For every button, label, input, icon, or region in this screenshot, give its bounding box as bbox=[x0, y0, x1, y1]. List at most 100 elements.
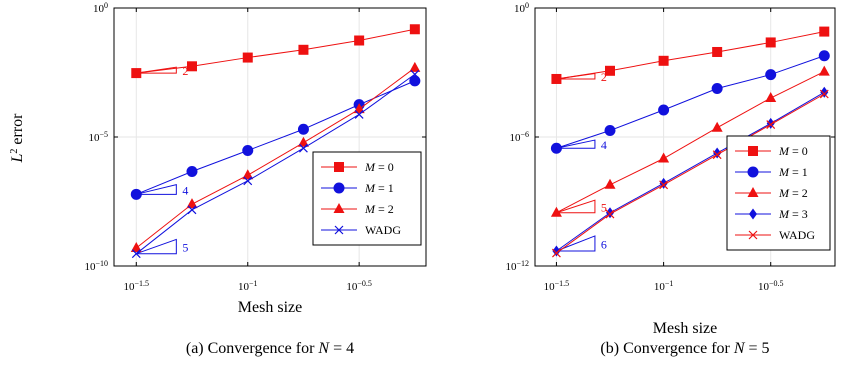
slope-label: 4 bbox=[182, 183, 188, 197]
data-point bbox=[409, 75, 421, 87]
data-point bbox=[765, 37, 776, 48]
slope-triangle bbox=[556, 235, 596, 252]
data-point bbox=[550, 206, 562, 217]
legend-label: M = 0 bbox=[364, 160, 394, 174]
series-line bbox=[556, 31, 825, 80]
series bbox=[131, 24, 420, 79]
series-line bbox=[556, 55, 825, 149]
data-point bbox=[658, 104, 670, 116]
data-point bbox=[299, 143, 308, 153]
data-point bbox=[766, 120, 776, 129]
y-tick-label: 100 bbox=[93, 1, 108, 16]
slope-label: 2 bbox=[601, 70, 607, 84]
x-axis-label: Mesh size bbox=[653, 320, 717, 337]
data-point bbox=[186, 61, 197, 72]
data-point bbox=[242, 144, 254, 156]
legend-label: WADG bbox=[365, 223, 401, 237]
legend-entry: M = 0 bbox=[321, 160, 394, 174]
slope-triangle bbox=[136, 238, 177, 255]
x-tick-label: 10−0.5 bbox=[758, 279, 784, 294]
series-line bbox=[556, 71, 825, 214]
data-point bbox=[243, 176, 253, 186]
series-line bbox=[556, 91, 825, 252]
data-point bbox=[552, 245, 561, 257]
x-tick-label: 10−1.5 bbox=[544, 279, 570, 294]
slope-label: 4 bbox=[601, 138, 607, 152]
data-point bbox=[819, 26, 830, 37]
legend-entry: M = 2 bbox=[321, 202, 394, 216]
data-point bbox=[131, 68, 142, 79]
y-tick-label: 10−5 bbox=[88, 130, 108, 145]
x-tick-label: 10−1 bbox=[654, 279, 674, 294]
data-point bbox=[242, 169, 254, 180]
data-point bbox=[130, 241, 142, 252]
data-point bbox=[766, 117, 775, 129]
data-point bbox=[186, 198, 198, 209]
data-point bbox=[550, 142, 562, 154]
legend-marker bbox=[747, 166, 759, 178]
data-point bbox=[604, 125, 616, 137]
legend-entry: WADG bbox=[321, 223, 401, 237]
legend-marker bbox=[334, 162, 344, 172]
data-point bbox=[551, 73, 562, 84]
legend-label: M = 2 bbox=[778, 186, 808, 200]
slope-label: 5 bbox=[601, 200, 607, 214]
slope-triangle bbox=[136, 183, 177, 195]
legend-marker bbox=[748, 230, 758, 240]
data-point bbox=[711, 121, 723, 132]
x-tick-label: 10−1 bbox=[238, 279, 258, 294]
legend-entry: M = 1 bbox=[321, 181, 394, 195]
legend-label: M = 2 bbox=[364, 202, 394, 216]
series bbox=[131, 69, 420, 259]
data-point bbox=[298, 44, 309, 55]
legend-marker bbox=[334, 225, 344, 235]
data-point bbox=[604, 178, 616, 189]
series bbox=[552, 89, 829, 258]
slope-triangle bbox=[136, 66, 177, 74]
data-point bbox=[819, 89, 829, 99]
y-tick-label: 10−10 bbox=[84, 259, 108, 274]
legend-marker bbox=[747, 187, 759, 197]
data-point bbox=[354, 35, 365, 46]
slope-label: 5 bbox=[182, 241, 188, 255]
legend-entry: M = 1 bbox=[735, 165, 808, 179]
data-point bbox=[712, 150, 722, 160]
legend-label: M = 3 bbox=[778, 207, 808, 221]
legend: M = 0 M = 1 M = 2 WADG bbox=[312, 151, 422, 246]
data-point bbox=[658, 152, 670, 163]
data-point bbox=[242, 52, 253, 63]
data-point bbox=[552, 248, 561, 258]
series bbox=[550, 65, 830, 217]
x-tick-label: 10−1.5 bbox=[124, 279, 150, 294]
y-axis-label: L2 error bbox=[9, 113, 27, 164]
legend-label: M = 1 bbox=[778, 165, 808, 179]
slope-label: 2 bbox=[182, 64, 188, 78]
legend-label: M = 0 bbox=[778, 144, 808, 158]
data-point bbox=[409, 61, 421, 72]
legend-marker bbox=[748, 146, 758, 156]
data-point bbox=[131, 249, 141, 259]
slope-triangle bbox=[556, 139, 596, 149]
series bbox=[130, 61, 421, 252]
data-point bbox=[711, 83, 723, 95]
series-line bbox=[135, 67, 416, 249]
legend-label: WADG bbox=[779, 228, 815, 242]
series-line bbox=[136, 80, 416, 195]
figure-caption: (b) Convergence for N = 5 bbox=[600, 340, 769, 357]
data-point bbox=[297, 123, 309, 135]
legend-marker bbox=[749, 208, 757, 220]
data-point bbox=[605, 209, 615, 219]
data-point bbox=[130, 188, 142, 200]
data-point bbox=[765, 92, 777, 103]
legend-entry: M = 0 bbox=[735, 144, 808, 158]
data-point bbox=[354, 109, 364, 119]
figure-caption: (a) Convergence for N = 4 bbox=[186, 340, 354, 357]
legend-marker bbox=[333, 203, 345, 213]
y-tick-label: 10−12 bbox=[505, 259, 529, 274]
series bbox=[550, 50, 830, 154]
data-point bbox=[604, 65, 615, 76]
data-point bbox=[658, 55, 669, 66]
data-point bbox=[818, 50, 830, 62]
